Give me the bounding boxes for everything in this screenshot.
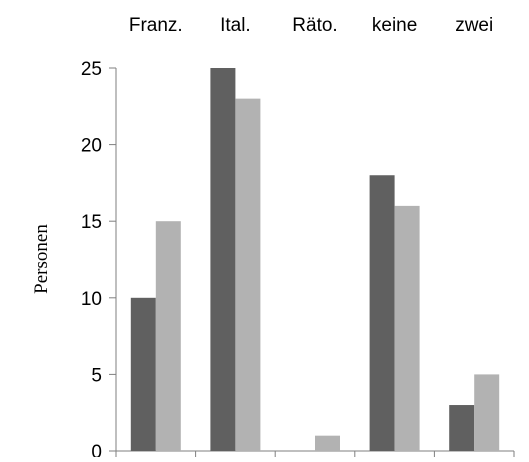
bar-series-2 xyxy=(155,221,181,451)
y-tick-label: 25 xyxy=(81,59,102,80)
category-label: Ital. xyxy=(220,15,251,36)
y-tick-label: 5 xyxy=(91,365,102,386)
y-tick-label: 20 xyxy=(81,136,102,157)
y-tick-label: 0 xyxy=(91,442,102,457)
bar-series-1 xyxy=(130,297,156,451)
category-label: keine xyxy=(372,15,417,36)
bar-series-1 xyxy=(210,68,236,451)
y-axis-label: Personen xyxy=(31,224,52,294)
bar-series-2 xyxy=(315,435,340,451)
category-label: zwei xyxy=(455,15,493,36)
category-labels: Franz. Ital. Räto. keine zwei xyxy=(129,15,493,36)
y-tick-label: 10 xyxy=(81,289,102,310)
bar-series-1 xyxy=(449,405,475,451)
x-axis xyxy=(115,450,515,457)
bar-series-2 xyxy=(235,98,261,451)
y-axis: 0 5 10 15 20 25 xyxy=(81,59,117,462)
category-label: Räto. xyxy=(292,15,337,36)
y-tick-label: 15 xyxy=(81,212,102,233)
bar-series-2 xyxy=(394,205,420,451)
category-label: Franz. xyxy=(129,15,183,36)
bars xyxy=(130,68,500,452)
bar-series-1 xyxy=(369,175,395,452)
bar-series-2 xyxy=(474,374,500,451)
